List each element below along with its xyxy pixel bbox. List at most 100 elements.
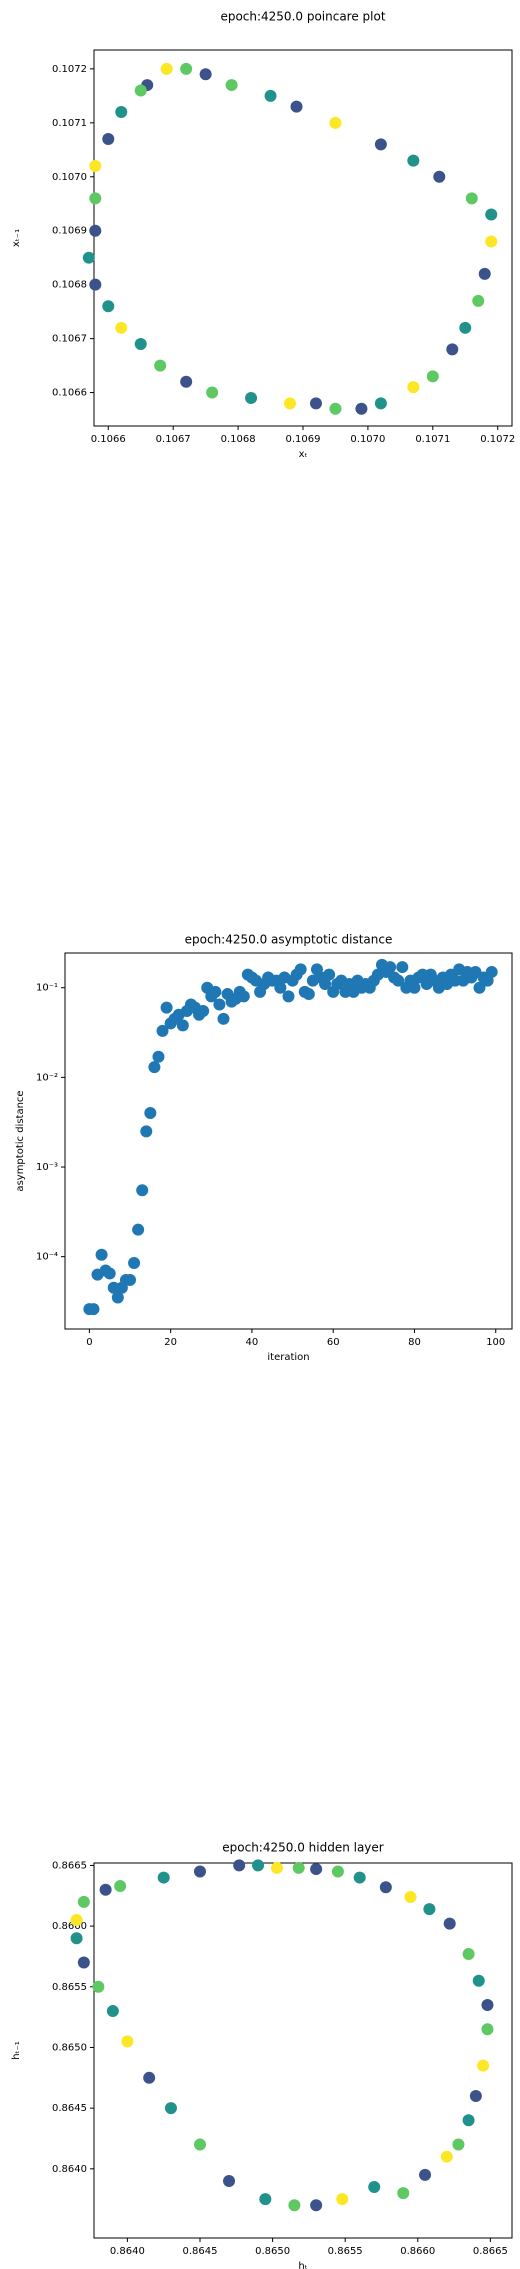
point (102, 133, 115, 146)
point (77, 1956, 90, 1969)
x-tick-label: 0.1070 (350, 434, 385, 445)
point (423, 1903, 436, 1916)
y-tick-label: 0.8660 (52, 1921, 87, 1932)
point (128, 1256, 141, 1269)
point (336, 2193, 349, 2206)
point (114, 1880, 127, 1893)
y-tick-label: 0.8650 (52, 2042, 87, 2053)
point (407, 381, 420, 394)
point (136, 1184, 149, 1197)
point (164, 2102, 177, 2115)
point (469, 2090, 482, 2103)
point (477, 2059, 490, 2072)
point (465, 192, 478, 205)
point (462, 2114, 475, 2127)
point (144, 1107, 157, 1120)
point (199, 68, 212, 81)
x-tick-label: 0.1072 (480, 434, 515, 445)
point (329, 116, 342, 129)
point (485, 208, 498, 221)
point (103, 1267, 116, 1280)
point (77, 1895, 90, 1908)
point (102, 300, 115, 313)
point (288, 2199, 301, 2212)
point (213, 998, 226, 1011)
point (294, 963, 307, 976)
y-tick-label: 0.8645 (52, 2103, 87, 2114)
point (152, 1050, 165, 1063)
point (115, 106, 128, 119)
point (160, 1001, 173, 1014)
x-tick-label: 0 (86, 1337, 92, 1348)
point (270, 1861, 283, 1874)
point (374, 138, 387, 151)
point (157, 1871, 170, 1884)
x-tick-label: 40 (246, 1337, 259, 1348)
point (472, 294, 485, 307)
point (353, 1871, 366, 1884)
point (176, 1019, 189, 1032)
point (392, 974, 405, 987)
point (310, 1863, 323, 1876)
y-tick-label: 0.1071 (52, 118, 87, 129)
point (87, 1303, 100, 1316)
point (225, 79, 238, 92)
point (89, 224, 102, 237)
x-axis-label: iteration (267, 1352, 309, 1363)
point (481, 2023, 494, 2036)
chart-title: epoch:4250.0 poincare plot (220, 10, 385, 24)
point (89, 192, 102, 205)
point (384, 961, 397, 974)
y-tick-label: 0.8655 (52, 1982, 87, 1993)
point (426, 370, 439, 383)
point (485, 235, 498, 248)
x-tick-label: 60 (327, 1337, 340, 1348)
point (419, 2168, 432, 2181)
y-tick-label: 0.1072 (52, 64, 87, 75)
point (197, 1005, 210, 1018)
point (404, 1890, 417, 1903)
y-tick-label: 10⁻² (36, 1072, 58, 1083)
point (106, 2005, 119, 2018)
x-tick-label: 0.1069 (286, 434, 321, 445)
point (132, 1223, 145, 1236)
point (140, 1125, 153, 1138)
point (274, 981, 287, 994)
point (237, 990, 250, 1003)
point (209, 985, 222, 998)
point (309, 397, 322, 410)
point (478, 267, 491, 280)
point (223, 2174, 236, 2187)
x-tick-label: 0.1068 (221, 434, 256, 445)
point (154, 359, 167, 372)
x-tick-label: 0.8655 (328, 2246, 363, 2257)
point (160, 62, 173, 75)
point (290, 100, 303, 113)
point (440, 2150, 453, 2163)
x-axis-label: hₜ (298, 2261, 307, 2269)
y-axis-label: xₜ₋₁ (11, 229, 22, 247)
x-tick-label: 0.8650 (255, 2246, 290, 2257)
point (407, 154, 420, 167)
y-tick-label: 0.1068 (52, 280, 87, 291)
point (446, 343, 459, 356)
point (462, 1948, 475, 1961)
point (331, 1865, 344, 1878)
point (396, 961, 409, 974)
y-axis-label: hₜ₋₁ (11, 2041, 22, 2060)
point (302, 988, 315, 1001)
point (124, 1273, 137, 1286)
plot-frame (64, 952, 513, 1330)
point (143, 2071, 156, 2084)
point (148, 1061, 161, 1074)
x-tick-label: 0.8645 (182, 2246, 217, 2257)
point (310, 2199, 323, 2212)
y-tick-label: 0.8665 (52, 1860, 87, 1871)
x-tick-label: 20 (164, 1337, 177, 1348)
point (452, 2138, 465, 2151)
point (355, 402, 368, 415)
x-tick-label: 0.1066 (91, 434, 126, 445)
plot-frame (93, 1862, 513, 2239)
x-tick-label: 80 (408, 1337, 421, 1348)
y-tick-label: 10⁻⁴ (36, 1252, 58, 1263)
